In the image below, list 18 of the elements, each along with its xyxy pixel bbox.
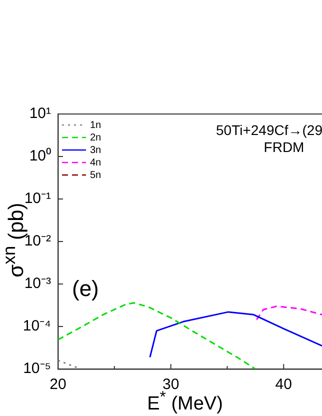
line-series <box>58 302 256 369</box>
legend-label: 3n <box>90 144 102 156</box>
x-tick-label: 20 <box>50 376 66 394</box>
annotation: FRDM <box>264 138 304 155</box>
legend-label: 4n <box>90 157 102 168</box>
y-tick-label: 10¹ <box>29 105 51 122</box>
y-tick-label: 10⁰ <box>29 148 51 165</box>
legend-label: 1n <box>90 120 102 131</box>
x-axis-title: E$^{*}$ (MeV) <box>147 389 223 414</box>
y-tick-label: 10⁻⁴ <box>22 318 51 335</box>
legend-label: 5n <box>90 170 102 181</box>
x-tick-label: 40 <box>275 376 292 394</box>
line-series <box>256 305 322 320</box>
y-tick-label: 10⁻⁵ <box>23 360 51 378</box>
y-tick-label: 10⁻³ <box>24 275 51 292</box>
legend-label: 2n <box>90 132 102 144</box>
annotation: (e) <box>72 276 99 302</box>
annotation: 50Ti+249Cf→(29 <box>216 122 322 138</box>
